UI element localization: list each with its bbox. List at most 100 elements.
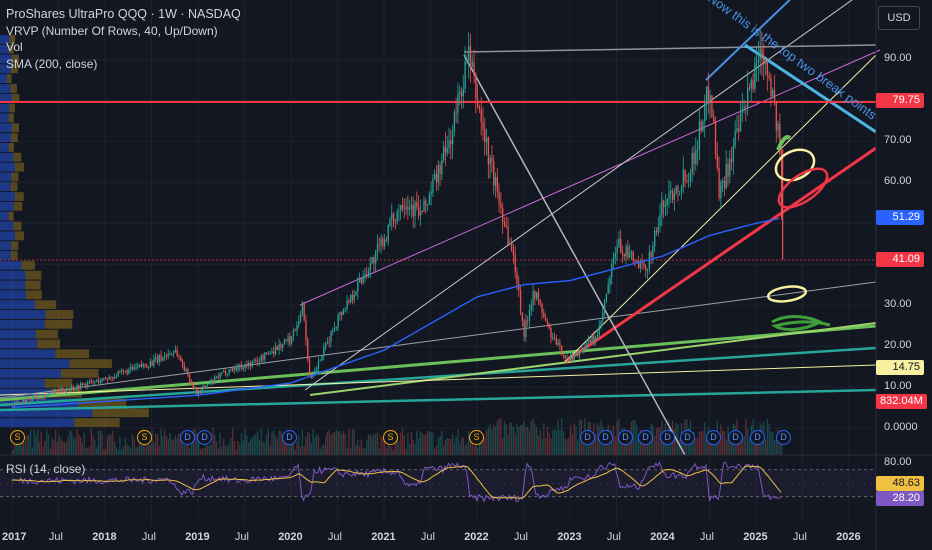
indicator-sma[interactable]: SMA (200, close) bbox=[6, 56, 98, 71]
volume-bar bbox=[341, 434, 343, 455]
volume-bar bbox=[603, 436, 606, 455]
indicator-vrvp[interactable]: VRVP (Number Of Rows, 40, Up/Down) bbox=[6, 23, 218, 38]
volume-bar bbox=[521, 424, 524, 455]
volume-bar bbox=[217, 448, 219, 455]
volume-bar bbox=[462, 437, 464, 455]
teal-support-line-mid bbox=[0, 346, 877, 407]
volume-bar bbox=[333, 432, 336, 455]
candle-body bbox=[314, 370, 316, 375]
candle-body bbox=[747, 87, 749, 108]
volume-bar bbox=[596, 423, 599, 455]
dividend-event-marker[interactable]: D bbox=[580, 430, 595, 445]
candle-body bbox=[20, 402, 23, 403]
volume-bar bbox=[380, 435, 382, 455]
dividend-event-marker[interactable]: D bbox=[618, 430, 633, 445]
indicator-vol[interactable]: Vol bbox=[6, 40, 23, 54]
split-event-marker[interactable]: S bbox=[137, 430, 152, 445]
volume-bar bbox=[655, 427, 658, 455]
candle-body bbox=[514, 255, 516, 273]
dividend-event-marker[interactable]: D bbox=[728, 430, 743, 445]
candle-body bbox=[33, 397, 35, 399]
volume-bar bbox=[704, 422, 706, 455]
dividend-event-marker[interactable]: D bbox=[680, 430, 695, 445]
dividend-event-marker[interactable]: D bbox=[660, 430, 675, 445]
candle-body bbox=[562, 354, 565, 356]
volume-bar bbox=[695, 438, 697, 455]
volume-bar bbox=[620, 437, 622, 455]
volume-bar bbox=[337, 431, 339, 455]
candle-body bbox=[185, 369, 187, 371]
candle-body bbox=[439, 165, 441, 175]
volume-bar bbox=[28, 434, 30, 455]
dividend-event-marker[interactable]: D bbox=[197, 430, 212, 445]
volume-profile-down-bar bbox=[44, 378, 73, 388]
volume-bar bbox=[514, 433, 516, 455]
candle-body bbox=[153, 358, 155, 366]
currency-button[interactable]: USD bbox=[878, 6, 920, 30]
candle-body bbox=[117, 371, 119, 377]
candle-body bbox=[457, 93, 459, 113]
candle-body bbox=[705, 86, 708, 104]
volume-profile-down-bar bbox=[11, 133, 18, 142]
candle-body bbox=[391, 213, 393, 220]
volume-profile-up-bar bbox=[0, 388, 51, 398]
volume-bar bbox=[335, 429, 338, 455]
volume-profile-down-bar bbox=[25, 290, 42, 300]
volume-bar bbox=[375, 434, 377, 455]
volume-bar bbox=[720, 424, 722, 455]
volume-bar bbox=[709, 437, 711, 455]
volume-profile-down-bar bbox=[13, 201, 23, 211]
volume-bar bbox=[477, 447, 479, 455]
dividend-event-marker[interactable]: D bbox=[638, 430, 653, 445]
dividend-event-marker[interactable]: D bbox=[706, 430, 721, 445]
split-event-marker[interactable]: S bbox=[10, 430, 25, 445]
candle-body bbox=[280, 344, 282, 348]
dividend-event-marker[interactable]: D bbox=[180, 430, 195, 445]
candle-body bbox=[97, 379, 100, 383]
volume-bar bbox=[62, 441, 64, 455]
candle-body bbox=[90, 381, 92, 382]
volume-bar bbox=[772, 432, 774, 455]
volume-bar bbox=[214, 435, 216, 455]
volume-bar bbox=[226, 446, 228, 455]
candle-body bbox=[482, 121, 484, 130]
volume-bar bbox=[29, 429, 32, 455]
dividend-event-marker[interactable]: D bbox=[750, 430, 765, 445]
volume-bar bbox=[124, 437, 126, 455]
volume-bar bbox=[181, 443, 184, 455]
volume-bar bbox=[235, 449, 237, 455]
volume-bar bbox=[22, 432, 25, 455]
split-event-marker[interactable]: S bbox=[383, 430, 398, 445]
candle-body bbox=[233, 367, 236, 371]
candle-body bbox=[253, 360, 255, 362]
volume-bar bbox=[459, 443, 461, 455]
volume-bar bbox=[265, 434, 268, 455]
candle-body bbox=[19, 402, 21, 403]
candle-body bbox=[671, 191, 674, 200]
volume-bar bbox=[90, 428, 92, 455]
dividend-event-marker[interactable]: D bbox=[282, 430, 297, 445]
candle-body bbox=[698, 121, 701, 150]
candle-body bbox=[171, 353, 173, 355]
volume-bar bbox=[532, 418, 534, 455]
candle-body bbox=[69, 389, 71, 391]
candle-body bbox=[543, 312, 545, 318]
volume-bar bbox=[165, 435, 168, 455]
candle-body bbox=[523, 320, 525, 338]
symbol-title[interactable]: ProShares UltraPro QQQ · 1W · NASDAQ bbox=[6, 7, 241, 21]
volume-bar bbox=[426, 430, 429, 455]
volume-bar bbox=[72, 436, 75, 455]
split-event-marker[interactable]: S bbox=[469, 430, 484, 445]
dividend-event-marker[interactable]: D bbox=[598, 430, 613, 445]
green-support-line bbox=[0, 324, 877, 402]
candle-body bbox=[632, 251, 634, 261]
volume-profile-down-bar bbox=[92, 408, 150, 418]
volume-bar bbox=[54, 430, 57, 455]
volume-bar bbox=[448, 438, 450, 455]
volume-bar bbox=[373, 433, 375, 455]
dividend-event-marker[interactable]: D bbox=[776, 430, 791, 445]
volume-profile-up-bar bbox=[0, 152, 14, 162]
rsi-indicator-label[interactable]: RSI (14, close) bbox=[6, 462, 86, 476]
volume-bar bbox=[392, 449, 395, 455]
